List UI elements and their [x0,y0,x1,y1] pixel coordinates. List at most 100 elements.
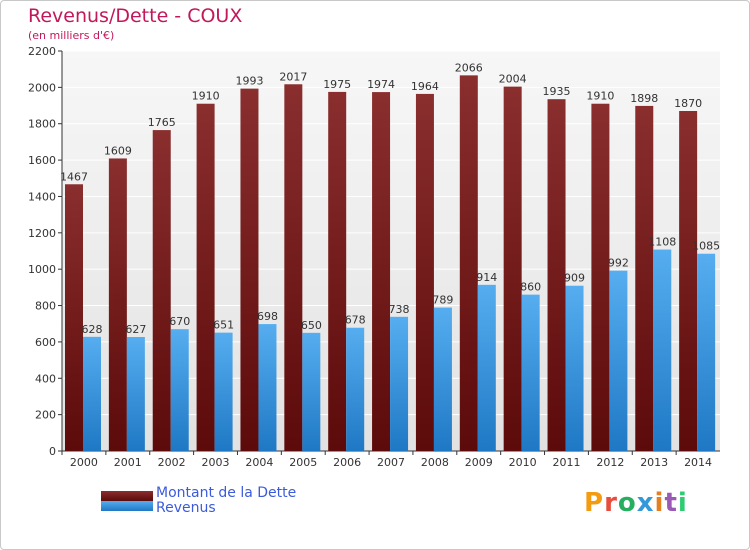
legend-swatch-debt [101,489,153,501]
x-tick-label: 2009 [465,456,493,469]
bar-debt [196,103,215,452]
bar-revenus-value-label: 670 [169,315,190,328]
legend-label-debt: Montant de la Dette [156,485,297,501]
bar-revenus [653,249,672,451]
bar-debt-value-label: 1765 [148,116,176,129]
y-tick-label: 600 [35,336,56,349]
bar-debt-value-label: 1910 [586,90,614,103]
bar-revenus [609,270,628,451]
bar-revenus-value-label: 1108 [648,236,676,249]
logo-letter: i [677,488,688,518]
y-tick-label: 1400 [28,190,56,203]
x-tick-label: 2007 [377,456,405,469]
bar-revenus-value-label: 698 [257,310,278,323]
bar-revenus [521,294,540,451]
x-tick-label: 2013 [640,456,668,469]
proxiti-logo: Proxiti [584,488,688,518]
x-tick-label: 2012 [596,456,624,469]
bar-debt-value-label: 1609 [104,144,132,157]
bar-revenus-value-label: 650 [301,319,322,332]
logo-letter: i [654,488,665,518]
x-tick-label: 2003 [202,456,230,469]
legend-label-revenus: Revenus [156,500,216,516]
bar-revenus [346,327,365,451]
y-tick-label: 400 [35,372,56,385]
logo-letter: t [664,488,678,518]
bar-debt-value-label: 1974 [367,78,395,91]
bar-debt [152,130,171,451]
y-tick-label: 1200 [28,227,56,240]
bar-revenus-value-label: 738 [389,303,410,316]
bar-debt [240,88,259,452]
bar-revenus [258,324,277,451]
bar-debt-value-label: 1993 [235,75,263,88]
bar-debt [415,93,434,451]
bar-revenus-value-label: 678 [345,314,366,327]
bar-revenus-value-label: 628 [82,323,103,336]
bar-revenus [302,332,321,451]
bar-revenus [697,253,716,451]
bar-revenus-value-label: 1085 [692,240,720,253]
bar-debt-value-label: 1910 [192,90,220,103]
bar-debt [679,111,698,451]
bar-debt-value-label: 1870 [674,97,702,110]
chart-title: Revenus/Dette - COUX [28,5,243,27]
bar-debt [635,105,654,451]
bar-revenus [126,337,145,451]
y-tick-label: 1800 [28,118,56,131]
y-tick-label: 800 [35,300,56,313]
bar-debt-value-label: 1898 [630,92,658,105]
bar-debt-value-label: 2004 [499,73,527,86]
bar-revenus [390,316,409,451]
legend-swatch-revenus [101,501,153,511]
y-tick-label: 2000 [28,81,56,94]
x-tick-label: 2006 [333,456,361,469]
bar-revenus [565,285,584,451]
x-tick-label: 2005 [289,456,317,469]
bar-debt-value-label: 2017 [279,70,307,83]
bar-debt [284,84,303,451]
y-tick-label: 0 [49,445,56,458]
bar-revenus [83,336,101,451]
bar-revenus-value-label: 909 [564,272,585,285]
bar-debt-value-label: 1935 [543,85,571,98]
x-tick-label: 2008 [421,456,449,469]
bar-revenus-value-label: 789 [432,294,453,307]
x-tick-label: 2011 [552,456,580,469]
y-tick-label: 1600 [28,154,56,167]
bar-debt [108,158,127,452]
bar-revenus-value-label: 627 [125,323,146,336]
y-tick-label: 200 [35,409,56,422]
bar-debt [547,99,566,451]
bar-debt-value-label: 1964 [411,80,439,93]
logo-letter: x [636,488,655,518]
bar-debt [328,91,347,451]
bar-debt [65,184,83,452]
bar-revenus [433,307,452,451]
x-tick-label: 2010 [509,456,537,469]
bar-revenus-value-label: 914 [476,271,497,284]
chart-subtitle: (en milliers d'€) [28,29,115,42]
bar-revenus [214,332,233,451]
bar-debt [372,92,391,451]
logo-letter: P [584,488,605,518]
bar-debt-value-label: 1467 [60,170,88,183]
bar-debt [503,86,522,452]
x-tick-label: 2004 [245,456,273,469]
x-tick-label: 2002 [158,456,186,469]
bar-revenus-value-label: 992 [608,257,629,270]
bar-debt [459,75,478,451]
logo-letter: o [617,488,637,518]
bar-revenus-value-label: 651 [213,319,234,332]
x-tick-label: 2000 [70,456,98,469]
y-tick-label: 2200 [28,45,56,58]
bar-debt-value-label: 2066 [455,61,483,74]
x-tick-label: 2001 [114,456,142,469]
x-tick-label: 2014 [684,456,712,469]
bar-revenus [477,284,496,451]
bar-revenus-value-label: 860 [520,281,541,294]
bar-revenus [170,329,189,451]
bar-debt [591,103,610,452]
